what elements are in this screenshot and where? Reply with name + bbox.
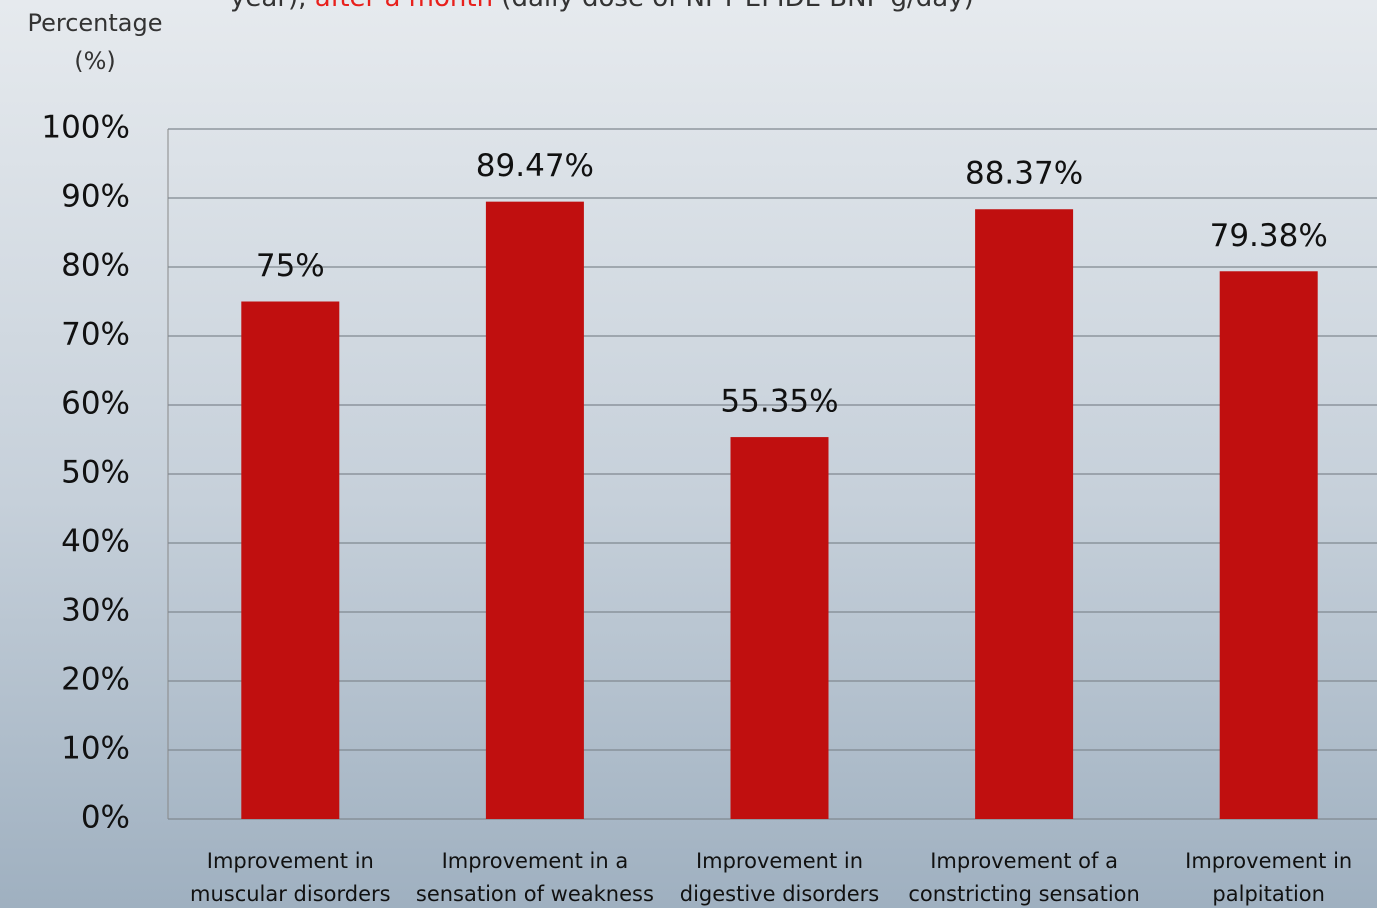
value-label: 79.38% xyxy=(1210,218,1328,254)
y-tick-label: 80% xyxy=(61,248,130,284)
x-tick-label: muscular disorders xyxy=(190,882,391,906)
x-tick-label: constricting sensation xyxy=(908,882,1139,906)
value-label: 89.47% xyxy=(476,148,594,184)
y-axis-label: Percentage xyxy=(27,9,162,37)
x-tick-label: Improvement in xyxy=(1185,849,1352,873)
y-tick-label: 50% xyxy=(61,455,130,491)
y-tick-label: 20% xyxy=(61,662,130,698)
y-tick-label: 60% xyxy=(61,386,130,422)
x-tick-label: sensation of weakness xyxy=(416,882,654,906)
y-tick-label: 90% xyxy=(61,179,130,215)
y-tick-label: 40% xyxy=(61,524,130,560)
bar xyxy=(1219,271,1318,819)
y-tick-label: 10% xyxy=(61,731,130,767)
subtitle: year), after a month (daily dose of NPT … xyxy=(230,0,974,13)
x-tick-label: Improvement in xyxy=(207,849,374,873)
x-tick-label: Improvement of a xyxy=(930,849,1118,873)
y-tick-label: 70% xyxy=(61,317,130,353)
y-axis-label: (%) xyxy=(74,47,116,75)
bar xyxy=(241,301,340,819)
y-tick-label: 0% xyxy=(81,800,130,836)
value-label: 88.37% xyxy=(965,156,1083,192)
x-tick-label: Improvement in a xyxy=(442,849,629,873)
x-tick-label: palpitation xyxy=(1212,882,1325,906)
y-tick-label: 30% xyxy=(61,593,130,629)
x-tick-label: Improvement in xyxy=(696,849,863,873)
bar xyxy=(975,209,1074,819)
bar xyxy=(485,201,584,820)
bar xyxy=(730,437,829,819)
x-tick-label: digestive disorders xyxy=(680,882,880,906)
y-tick-label: 100% xyxy=(41,110,130,146)
value-label: 75% xyxy=(256,248,325,284)
value-label: 55.35% xyxy=(720,384,838,420)
